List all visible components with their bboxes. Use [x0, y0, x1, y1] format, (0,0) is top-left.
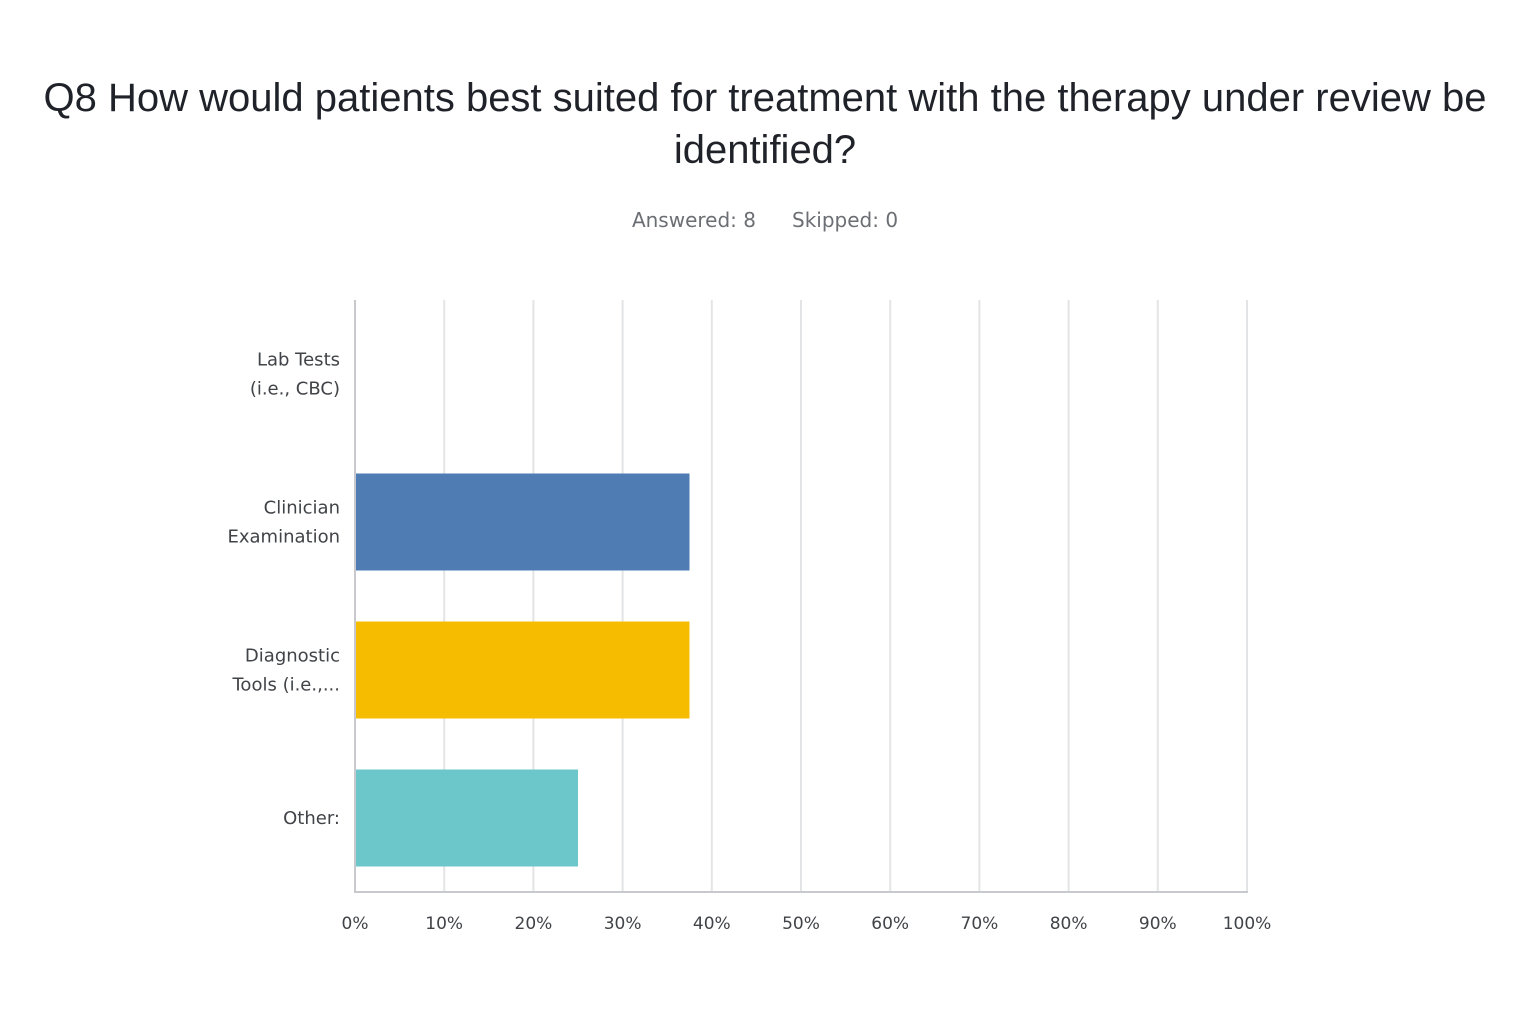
answered-count: Answered: 8 — [631, 208, 756, 232]
bar — [355, 473, 690, 571]
category-label: Clinician — [264, 498, 340, 519]
x-tick-label: 80% — [1050, 914, 1088, 934]
x-tick-label: 70% — [961, 914, 999, 934]
category-label: Other: — [283, 808, 340, 829]
x-tick-label: 50% — [782, 914, 820, 934]
x-tick-label: 40% — [693, 914, 731, 934]
x-tick-label: 0% — [342, 914, 369, 934]
category-label: Lab Tests — [257, 350, 340, 371]
category-label: Examination — [227, 527, 340, 548]
category-label: (i.e., CBC) — [250, 379, 340, 400]
x-tick-label: 10% — [425, 914, 463, 934]
category-label: Diagnostic — [245, 646, 340, 667]
x-tick-label: 90% — [1139, 914, 1177, 934]
x-tick-label: 30% — [604, 914, 642, 934]
bar — [355, 621, 690, 719]
skipped-count: Skipped: 0 — [792, 208, 899, 232]
x-tick-label: 100% — [1223, 914, 1272, 934]
chart-title: Q8 How would patients best suited for tr… — [43, 76, 1487, 172]
x-tick-label: 20% — [515, 914, 553, 934]
bar — [355, 769, 578, 867]
category-labels: Lab Tests (i.e., CBC) Clinician Examination… — [227, 350, 340, 830]
x-tick-label: 60% — [871, 914, 909, 934]
response-stats: Answered: 8 Skipped: 0 — [0, 208, 1530, 232]
tick-labels: 0% 10% 20% 30% 40% 50% 60% 70% 80% 90% 100% — [342, 914, 1272, 934]
category-label: Tools (i.e.,... — [232, 675, 341, 696]
bars — [355, 473, 690, 867]
axes — [354, 300, 1248, 893]
